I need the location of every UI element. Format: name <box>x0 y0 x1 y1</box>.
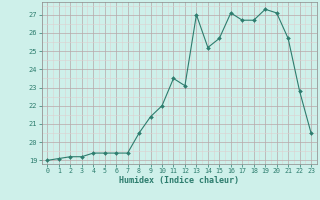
X-axis label: Humidex (Indice chaleur): Humidex (Indice chaleur) <box>119 176 239 185</box>
